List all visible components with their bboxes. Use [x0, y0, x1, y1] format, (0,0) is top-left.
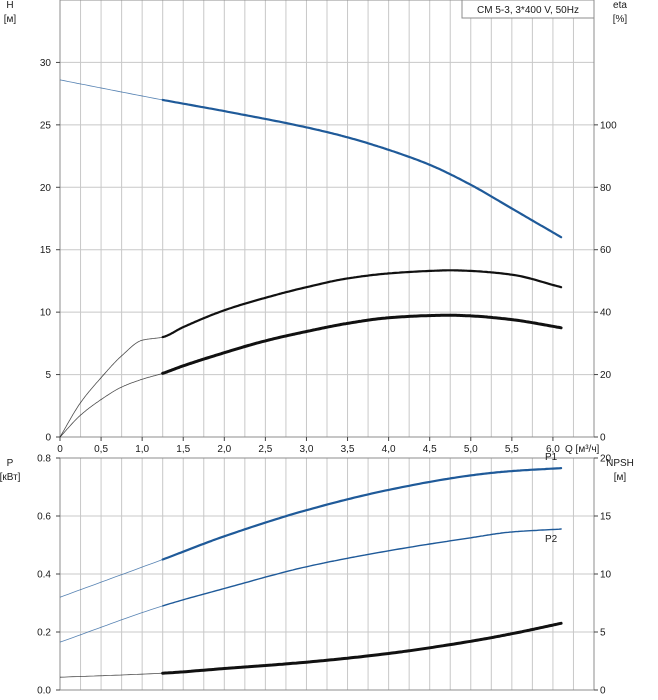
curve-extension-1-2 — [59, 672, 163, 678]
right-tick-label: 40 — [600, 308, 612, 319]
left-tick-label: 10 — [40, 308, 52, 319]
left-axis-unit: [кВт] — [0, 472, 21, 483]
x-tick-label: 5,0 — [464, 444, 478, 455]
left-tick-label: 0.2 — [37, 628, 51, 639]
right-tick-label: 0 — [600, 686, 606, 697]
x-tick-label: 2,0 — [217, 444, 231, 455]
x-tick-label: 6,0 — [546, 444, 560, 455]
left-axis-unit: [м] — [4, 14, 17, 25]
left-tick-label: 0.6 — [37, 512, 51, 523]
right-tick-label: 5 — [600, 628, 606, 639]
x-tick-label: 4,0 — [382, 444, 396, 455]
legend-text: CM 5-3, 3*400 V, 50Hz — [477, 5, 579, 16]
series-label-p1: P1 — [545, 452, 558, 463]
right-axis-label: NPSH — [606, 458, 634, 469]
x-tick-label: 0,5 — [94, 444, 108, 455]
curve-0-0 — [161, 98, 563, 239]
left-tick-label: 0 — [45, 433, 51, 444]
series-label-p2: P2 — [545, 534, 558, 545]
right-tick-label: 100 — [600, 120, 617, 131]
head-efficiency-plot-frame — [59, 0, 595, 438]
x-tick-label: 5,5 — [505, 444, 519, 455]
right-axis-label: eta — [613, 0, 627, 11]
x-axis-label: Q [м³/ч] — [565, 444, 600, 455]
curve-0-1 — [161, 269, 563, 339]
left-axis-label: P — [7, 458, 14, 469]
left-axis-label: H — [6, 0, 13, 11]
left-tick-label: 0.4 — [37, 570, 51, 581]
right-axis-unit: [%] — [613, 14, 628, 25]
curve-1-0 — [161, 467, 563, 561]
curve-0-2 — [161, 313, 563, 375]
curve-extension-0-2 — [59, 372, 163, 438]
left-tick-label: 0.8 — [37, 454, 51, 465]
left-tick-label: 20 — [40, 183, 52, 194]
right-tick-label: 60 — [600, 245, 612, 256]
curve-1-2 — [161, 621, 563, 675]
x-tick-label: 3,5 — [341, 444, 355, 455]
x-tick-label: 3,0 — [300, 444, 314, 455]
left-tick-label: 25 — [40, 120, 52, 131]
right-tick-label: 0 — [600, 433, 606, 444]
legend-box — [461, 0, 595, 19]
curve-extension-0-1 — [59, 336, 163, 438]
right-tick-label: 80 — [600, 183, 612, 194]
right-tick-label: 15 — [600, 512, 612, 523]
left-tick-label: 30 — [40, 58, 52, 69]
x-tick-label: 1,0 — [135, 444, 149, 455]
curve-extension-0-0 — [59, 79, 163, 101]
left-tick-label: 5 — [45, 370, 51, 381]
right-tick-label: 10 — [600, 570, 612, 581]
left-tick-label: 15 — [40, 245, 52, 256]
x-tick-label: 1,5 — [176, 444, 190, 455]
right-axis-unit: [м] — [614, 472, 627, 483]
right-tick-label: 20 — [600, 454, 612, 465]
curve-1-1 — [162, 528, 562, 607]
x-tick-label: 0 — [57, 444, 63, 455]
x-tick-label: 4,5 — [423, 444, 437, 455]
left-tick-label: 0.0 — [37, 686, 51, 697]
x-tick-label: 2,5 — [258, 444, 272, 455]
curve-extension-1-0 — [59, 559, 163, 598]
curve-extension-1-1 — [59, 605, 163, 643]
right-tick-label: 20 — [600, 370, 612, 381]
